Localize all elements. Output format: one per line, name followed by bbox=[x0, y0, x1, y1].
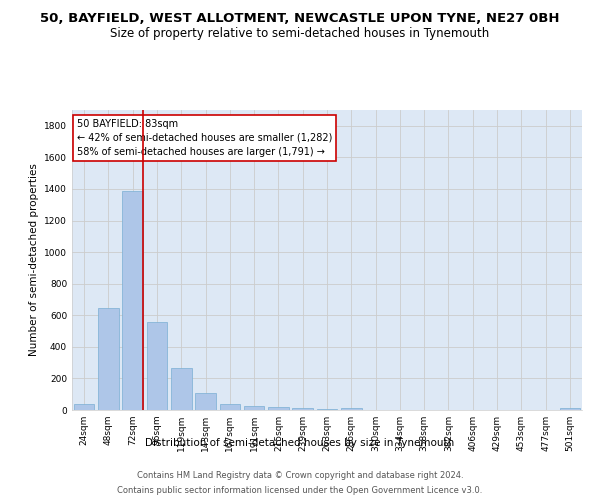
Text: Contains HM Land Registry data © Crown copyright and database right 2024.: Contains HM Land Registry data © Crown c… bbox=[137, 471, 463, 480]
Text: 50, BAYFIELD, WEST ALLOTMENT, NEWCASTLE UPON TYNE, NE27 0BH: 50, BAYFIELD, WEST ALLOTMENT, NEWCASTLE … bbox=[40, 12, 560, 26]
Text: Distribution of semi-detached houses by size in Tynemouth: Distribution of semi-detached houses by … bbox=[145, 438, 455, 448]
Bar bbox=[171, 368, 191, 410]
Bar bbox=[268, 407, 289, 410]
Text: Size of property relative to semi-detached houses in Tynemouth: Size of property relative to semi-detach… bbox=[110, 28, 490, 40]
Text: Contains public sector information licensed under the Open Government Licence v3: Contains public sector information licen… bbox=[118, 486, 482, 495]
Text: 50 BAYFIELD: 83sqm
← 42% of semi-detached houses are smaller (1,282)
58% of semi: 50 BAYFIELD: 83sqm ← 42% of semi-detache… bbox=[77, 119, 332, 157]
Bar bbox=[341, 408, 362, 410]
Bar bbox=[74, 404, 94, 410]
Y-axis label: Number of semi-detached properties: Number of semi-detached properties bbox=[29, 164, 38, 356]
Bar bbox=[220, 404, 240, 410]
Bar bbox=[317, 409, 337, 410]
Bar bbox=[146, 322, 167, 410]
Bar bbox=[244, 406, 265, 410]
Bar bbox=[292, 408, 313, 410]
Bar bbox=[122, 190, 143, 410]
Bar bbox=[195, 394, 216, 410]
Bar bbox=[560, 408, 580, 410]
Bar bbox=[98, 308, 119, 410]
